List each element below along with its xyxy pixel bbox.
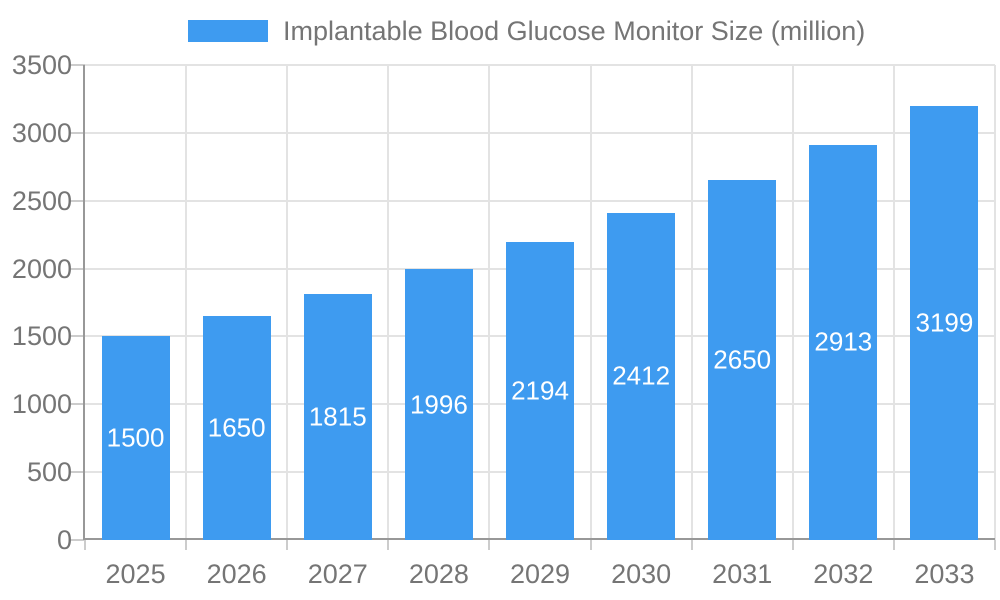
x-axis-label: 2031 bbox=[712, 559, 773, 589]
y-axis-tick bbox=[70, 335, 85, 338]
x-axis-tick bbox=[185, 540, 188, 550]
x-axis-label: 2028 bbox=[408, 559, 469, 589]
y-axis-tick bbox=[70, 267, 85, 270]
gridline-vertical bbox=[488, 65, 491, 540]
x-axis-tick bbox=[994, 540, 996, 550]
bar-value-label: 1815 bbox=[308, 401, 367, 432]
gridline-horizontal bbox=[85, 64, 995, 66]
bar-2029[interactable]: 2194 bbox=[506, 242, 574, 540]
x-axis-tick bbox=[892, 540, 895, 550]
gridline-horizontal bbox=[85, 199, 995, 202]
bar-value-label: 2650 bbox=[713, 344, 772, 375]
y-axis-label: 1000 bbox=[11, 389, 72, 420]
bar-2028[interactable]: 1996 bbox=[404, 269, 473, 540]
y-axis-label: 1500 bbox=[11, 321, 72, 352]
legend-swatch-icon bbox=[188, 20, 268, 42]
legend[interactable]: Implantable Blood Glucose Monitor Size (… bbox=[188, 15, 865, 47]
x-axis-tick bbox=[589, 540, 592, 550]
bar-value-label: 1996 bbox=[409, 389, 468, 420]
x-axis-tick bbox=[286, 540, 289, 550]
bar-value-label: 1500 bbox=[106, 422, 165, 453]
y-axis-tick bbox=[70, 539, 85, 541]
bar-2031[interactable]: 2650 bbox=[708, 180, 777, 540]
bar-2033[interactable]: 3199 bbox=[910, 105, 979, 540]
y-axis-tick bbox=[70, 131, 85, 134]
gridline-vertical bbox=[994, 65, 996, 540]
bar-2032[interactable]: 2913 bbox=[809, 144, 878, 540]
x-axis-label: 2030 bbox=[611, 559, 672, 589]
bar-2025[interactable]: 1500 bbox=[101, 336, 170, 540]
x-axis-tick bbox=[84, 540, 86, 550]
y-axis-label: 3000 bbox=[11, 117, 72, 148]
x-axis-tick bbox=[488, 540, 491, 550]
gridline-horizontal bbox=[85, 131, 995, 134]
y-axis-line bbox=[83, 65, 85, 540]
y-axis-label: 2500 bbox=[11, 185, 72, 216]
y-axis-label: 0 bbox=[56, 525, 72, 555]
x-axis-label: 2027 bbox=[307, 559, 368, 589]
x-axis-label: 2033 bbox=[914, 559, 975, 589]
x-axis-tick bbox=[387, 540, 390, 550]
gridline-vertical bbox=[589, 65, 592, 540]
x-axis-label: 2026 bbox=[206, 559, 267, 589]
y-axis-label: 2000 bbox=[11, 253, 72, 284]
y-axis-tick bbox=[70, 471, 85, 474]
x-axis-tick bbox=[690, 540, 693, 550]
y-axis-label: 3500 bbox=[11, 50, 72, 80]
x-axis-tick bbox=[791, 540, 794, 550]
gridline-vertical bbox=[286, 65, 289, 540]
bar-value-label: 2194 bbox=[511, 375, 569, 406]
bar-value-label: 2412 bbox=[612, 360, 671, 391]
y-axis-label: 500 bbox=[26, 457, 72, 488]
y-axis-tick bbox=[70, 64, 85, 66]
y-axis-tick bbox=[70, 199, 85, 202]
bar-value-label: 2913 bbox=[814, 326, 873, 357]
x-axis-label: 2029 bbox=[509, 559, 571, 589]
legend-label: Implantable Blood Glucose Monitor Size (… bbox=[283, 15, 866, 46]
gridline-vertical bbox=[185, 65, 188, 540]
y-axis-tick bbox=[70, 403, 85, 406]
x-axis-label: 2032 bbox=[813, 559, 874, 589]
gridline-vertical bbox=[892, 65, 895, 540]
gridline-vertical bbox=[387, 65, 390, 540]
bar-value-label: 3199 bbox=[915, 307, 974, 338]
bar-2027[interactable]: 1815 bbox=[303, 293, 372, 540]
bar-2030[interactable]: 2412 bbox=[607, 212, 676, 540]
gridline-vertical bbox=[690, 65, 693, 540]
x-axis-label: 2025 bbox=[105, 559, 166, 589]
gridline-vertical bbox=[791, 65, 794, 540]
bar-2026[interactable]: 1650 bbox=[202, 316, 271, 540]
bar-value-label: 1650 bbox=[207, 412, 266, 443]
